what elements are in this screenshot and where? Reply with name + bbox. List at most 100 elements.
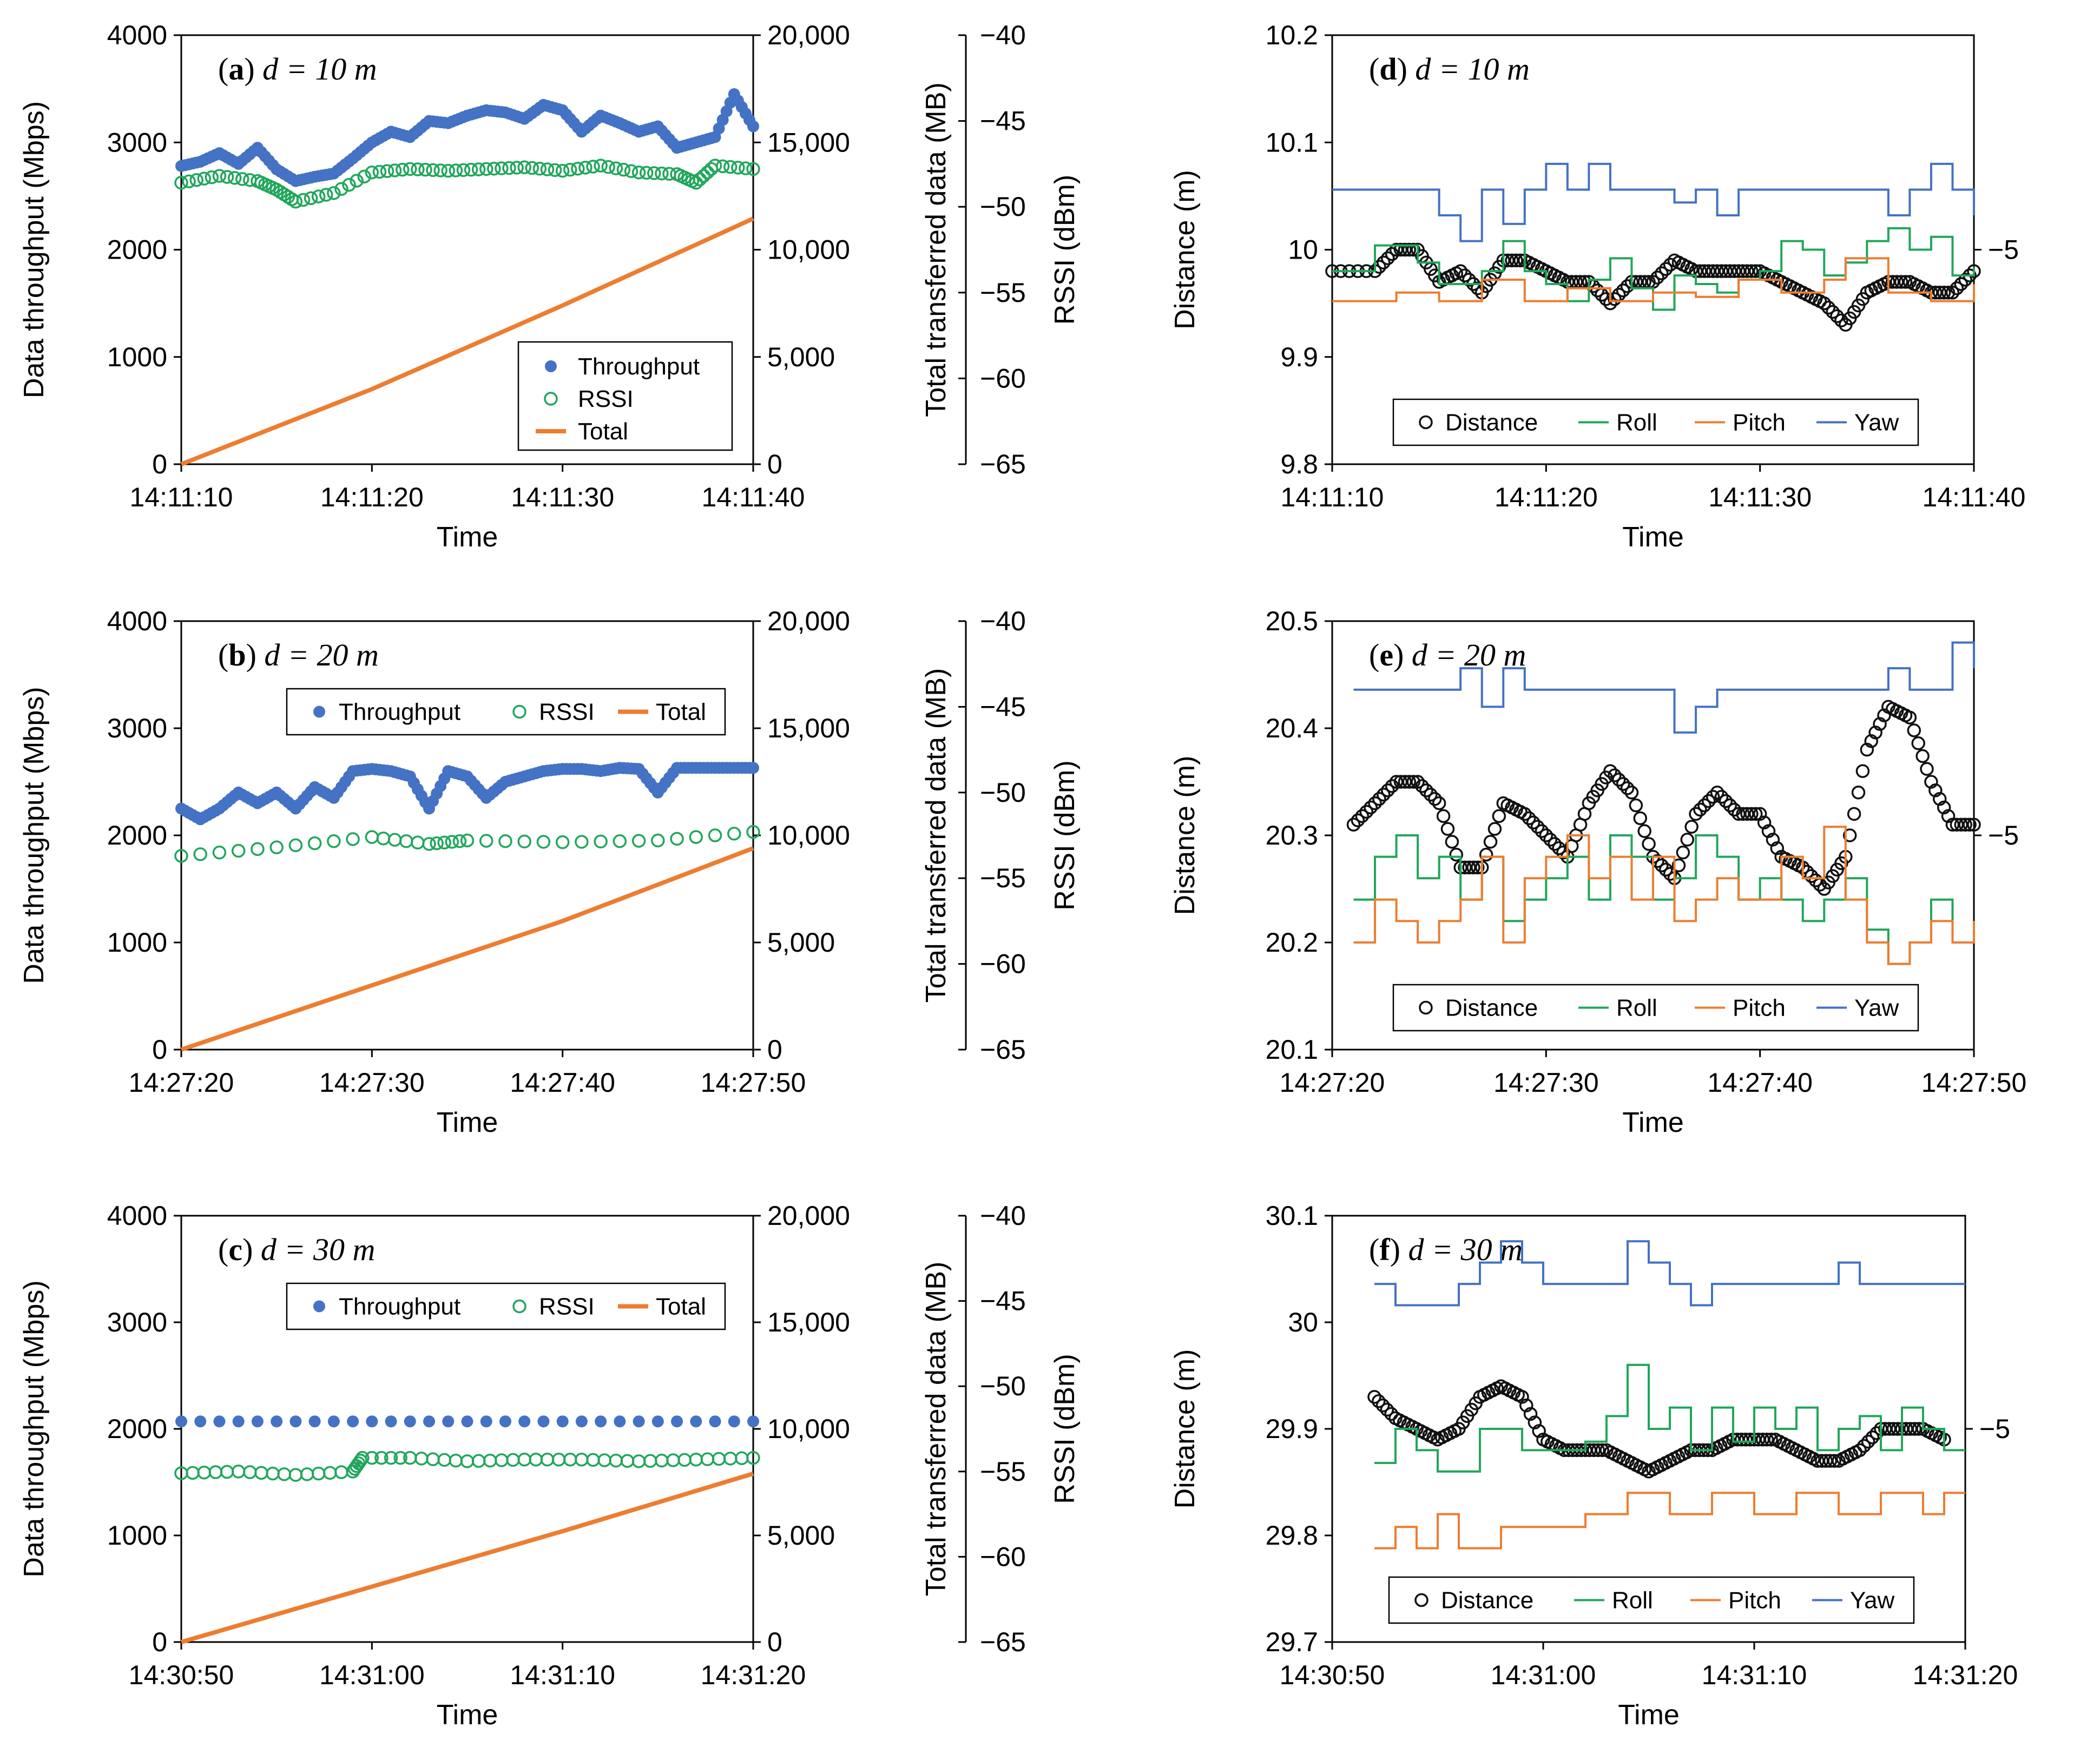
rssi-tick-label: −40: [980, 20, 1026, 50]
legend-label: RSSI: [539, 699, 595, 726]
rssi-point: [647, 166, 661, 180]
distance-point: [1372, 792, 1386, 806]
x-axis-label: Time: [1622, 1107, 1684, 1138]
legend-label: Roll: [1616, 995, 1657, 1021]
rssi-point: [735, 1451, 749, 1465]
throughput-point: [633, 1415, 645, 1428]
rssi-point: [700, 166, 715, 180]
rssi-point: [689, 830, 703, 844]
rssi-point: [594, 159, 608, 173]
total-line: [180, 1471, 754, 1644]
rssi-point: [571, 162, 585, 176]
rssi-point: [575, 835, 589, 849]
distance-point: [1706, 789, 1720, 804]
legend: Throughput RSSI Total: [286, 1282, 726, 1330]
distance-point: [1509, 253, 1523, 268]
x-tick-label: 14:27:40: [1707, 1067, 1813, 1098]
rssi-point: [395, 162, 410, 177]
rssi-point: [620, 1454, 635, 1468]
y-tick-label: 1000: [107, 1520, 167, 1551]
rssi-point: [311, 189, 326, 203]
rssi-point: [655, 1453, 669, 1468]
rssi-tick-label: −65: [980, 1034, 1026, 1065]
panel-f: 29.729.829.93030.1−5−303514:30:5014:31:0…: [1169, 1201, 2018, 1731]
y2-tick-label: 5,000: [767, 342, 835, 372]
distance-point: [1424, 788, 1438, 802]
x-tick-label: 14:27:40: [510, 1067, 615, 1098]
distance-point: [1616, 284, 1630, 298]
rssi-point: [723, 160, 738, 174]
y-tick-label: 10: [1288, 235, 1318, 265]
distance-point: [1680, 833, 1695, 847]
throughput-point: [537, 1415, 550, 1428]
pitch-step-line: [1353, 826, 1975, 965]
panel-letter: b: [228, 637, 246, 673]
distance-point: [1804, 869, 1819, 883]
series-distance: [1367, 1379, 1951, 1479]
x-tick-label: 14:27:20: [1280, 1067, 1385, 1098]
rssi-point: [479, 834, 493, 848]
x-tick-label: 14:11:20: [320, 482, 424, 512]
rssi-point: [601, 160, 615, 174]
throughput-point: [213, 1415, 226, 1428]
distance-point: [1676, 845, 1690, 860]
rssi-point: [372, 164, 387, 179]
rssi-axis-label: RSSI (dBm): [1049, 175, 1081, 325]
throughput-point: [747, 762, 759, 774]
distance-point: [1445, 835, 1459, 849]
rssi-point: [220, 1465, 234, 1479]
rssi-point: [269, 840, 284, 854]
x-tick-label: 14:11:20: [1495, 482, 1598, 512]
distance-point: [1907, 723, 1921, 737]
throughput-point: [709, 1415, 721, 1428]
y-tick-label: 20.4: [1266, 713, 1318, 743]
rssi-point: [288, 838, 303, 853]
distance-point: [1861, 1434, 1875, 1449]
rssi-point: [532, 162, 547, 176]
throughput-point: [194, 1415, 207, 1428]
distance-point: [1522, 811, 1536, 826]
series-pitch: [1332, 257, 1975, 302]
rssi-point: [426, 163, 440, 177]
y-tick-label: 0: [152, 1627, 167, 1657]
legend: Distance Roll Pitch Yaw: [1392, 984, 1919, 1032]
series-distance: [1325, 242, 1981, 332]
rssi-point: [441, 163, 456, 178]
legend-label: Total: [656, 699, 706, 726]
legend-label: Pitch: [1733, 410, 1786, 436]
rssi-point: [712, 1452, 726, 1466]
distance-point: [1471, 860, 1485, 875]
rssi-point: [288, 1468, 303, 1482]
y-tick-label: 20.2: [1266, 927, 1318, 958]
distance-point: [1449, 847, 1464, 862]
distance-point: [1552, 841, 1566, 855]
rssi-point: [708, 828, 722, 842]
roll-step-line: [1353, 834, 1975, 965]
y-tick-label: 20.5: [1266, 606, 1318, 636]
legend-distance-marker: [1414, 1593, 1428, 1607]
rssi-point: [426, 1452, 440, 1466]
rssi-tick-label: −50: [980, 1371, 1026, 1401]
distance-point: [1381, 251, 1395, 266]
distance-point: [1967, 818, 1981, 832]
distance-point: [1629, 798, 1643, 813]
distance-point: [1367, 1390, 1381, 1404]
y2-tick-label: 10,000: [767, 235, 850, 265]
throughput-point: [289, 1415, 302, 1428]
rssi-tick-label: −50: [980, 777, 1026, 808]
x-tick-label: 14:27:20: [129, 1067, 234, 1098]
y-tick-label: 4000: [107, 20, 167, 50]
legend-label: Yaw: [1854, 995, 1899, 1021]
rssi-point: [517, 834, 531, 849]
rssi-point: [205, 170, 219, 184]
legend-label: Roll: [1612, 1587, 1653, 1614]
distance-point: [1548, 837, 1562, 851]
distance-point: [1963, 818, 1977, 832]
rssi-point: [437, 835, 451, 850]
y2-axis-label: Total transferred data (MB): [920, 668, 952, 1003]
distance-point: [1428, 792, 1442, 806]
distance-point: [1967, 264, 1981, 278]
distance-point: [1483, 835, 1498, 849]
legend-label: Distance: [1445, 995, 1538, 1021]
